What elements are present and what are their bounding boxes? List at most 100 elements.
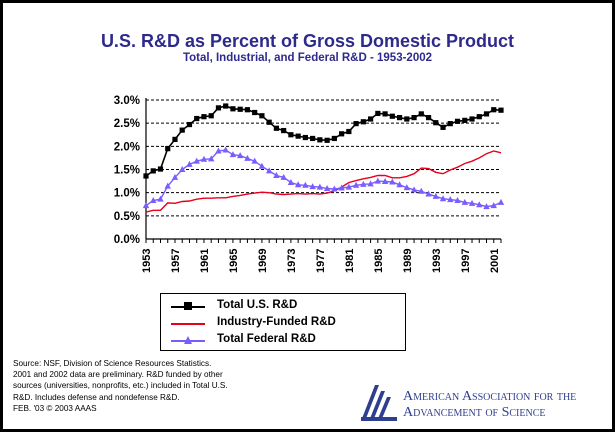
y-tick-label: 0.5% [114, 211, 140, 223]
x-tick-label: 1985 [373, 249, 385, 273]
data-point-federal [497, 198, 505, 205]
data-point-federal [273, 172, 280, 179]
legend-item-federal: Total Federal R&D [171, 333, 397, 347]
data-point-federal [244, 154, 251, 161]
data-point-total [418, 111, 424, 117]
data-point-federal [396, 181, 403, 188]
data-point-federal [150, 197, 157, 204]
y-tick-label: 1.5% [114, 165, 140, 177]
data-point-total [252, 109, 258, 116]
data-point-federal [251, 157, 258, 164]
data-point-total [462, 117, 468, 123]
data-point-total [331, 135, 337, 142]
data-point-federal [403, 184, 411, 191]
data-point-total [425, 115, 432, 121]
x-tick-label: 2001 [489, 249, 501, 273]
source-line: FEB. '03 © 2003 AAAS [13, 403, 97, 413]
legend-label-federal: Total Federal R&D [217, 333, 316, 345]
chart-subtitle: Total, Industrial, and Federal R&D - 195… [182, 52, 433, 64]
chart-legend: Total U.S. R&D Industry-Funded R&D Total… [160, 293, 406, 351]
data-point-federal [302, 181, 309, 188]
data-point-total [266, 119, 272, 125]
x-tick-label: 1965 [228, 249, 240, 273]
data-point-federal [215, 147, 222, 154]
x-tick-label: 1957 [170, 249, 182, 273]
data-point-total [411, 115, 417, 121]
source-line: 2001 and 2002 data are preliminary. R&D … [13, 370, 223, 380]
data-point-federal [229, 151, 237, 158]
data-point-federal [287, 178, 295, 185]
data-point-federal [483, 203, 490, 210]
data-point-federal [265, 167, 273, 174]
data-point-federal [316, 183, 324, 190]
data-point-federal [338, 184, 345, 191]
series-line-industry [145, 150, 502, 213]
data-point-total [215, 105, 222, 111]
data-point-total [157, 166, 164, 172]
x-tick-label: 1961 [199, 249, 211, 273]
data-point-total [469, 116, 475, 122]
y-tick-label: 0.0% [114, 234, 140, 246]
data-point-total [360, 119, 366, 125]
data-point-total [440, 124, 446, 130]
data-point-total [483, 111, 490, 117]
data-point-federal [331, 185, 338, 192]
data-point-federal [200, 155, 208, 162]
data-point-total [396, 115, 403, 121]
data-point-total [201, 114, 207, 120]
data-point-federal [374, 177, 382, 184]
data-point-total [310, 135, 316, 142]
data-point-total [208, 113, 214, 119]
data-point-federal [352, 181, 360, 188]
y-tick-label: 2.0% [114, 141, 140, 153]
data-point-total [498, 107, 504, 113]
aaas-logo-text: American Association for the Advancement… [403, 389, 576, 421]
data-point-federal [381, 178, 389, 185]
x-tick-label: 1997 [460, 249, 472, 273]
data-point-federal [142, 202, 150, 209]
legend-label-total: Total U.S. R&D [217, 299, 298, 311]
data-point-total [476, 114, 482, 120]
x-tick-label: 1989 [402, 249, 414, 273]
y-tick-label: 1.0% [114, 188, 140, 200]
data-point-federal [236, 152, 244, 159]
data-point-total [491, 107, 497, 113]
data-point-federal [258, 162, 266, 169]
data-point-total [353, 121, 359, 127]
x-tick-label: 1953 [141, 249, 153, 273]
data-point-federal [454, 197, 461, 204]
source-line: R&D. Includes defense and nondefense R&D… [13, 392, 180, 402]
data-point-federal [345, 183, 353, 190]
data-point-federal [410, 186, 418, 193]
data-point-federal [389, 178, 396, 185]
data-point-total [172, 136, 178, 142]
data-point-federal [280, 173, 287, 180]
legend-label-industry: Industry-Funded R&D [217, 316, 336, 328]
data-point-federal [447, 196, 454, 203]
data-point-total [389, 113, 395, 119]
data-point-total [273, 125, 280, 131]
data-point-federal [432, 192, 439, 199]
data-point-federal [360, 180, 367, 187]
y-tick-label: 3.0% [114, 95, 140, 107]
data-point-federal [490, 202, 497, 209]
logo-line-1: American Association for the [403, 389, 577, 404]
data-point-total [302, 134, 308, 141]
logo-line-2: Advancement of Science [403, 405, 546, 420]
data-point-total [179, 127, 185, 133]
data-point-total [382, 111, 388, 117]
data-point-total [454, 118, 461, 124]
x-tick-label: 1973 [286, 249, 298, 273]
data-point-total [143, 173, 149, 179]
data-point-federal [186, 160, 193, 167]
data-point-federal [193, 157, 200, 164]
data-point-federal [439, 195, 447, 202]
series-line-federal [145, 149, 502, 208]
data-point-federal [179, 166, 186, 172]
data-point-federal [309, 183, 316, 190]
data-point-total [367, 116, 374, 122]
data-point-total [223, 103, 229, 109]
data-point-federal [418, 187, 425, 194]
source-line: sources (universities, nonprofits, etc.)… [13, 381, 228, 391]
line-chart: 0.0% 0.5% 1.0% 1.5% 2.0% 2.5% 3.0% 1953 1957 1961… [114, 95, 505, 273]
